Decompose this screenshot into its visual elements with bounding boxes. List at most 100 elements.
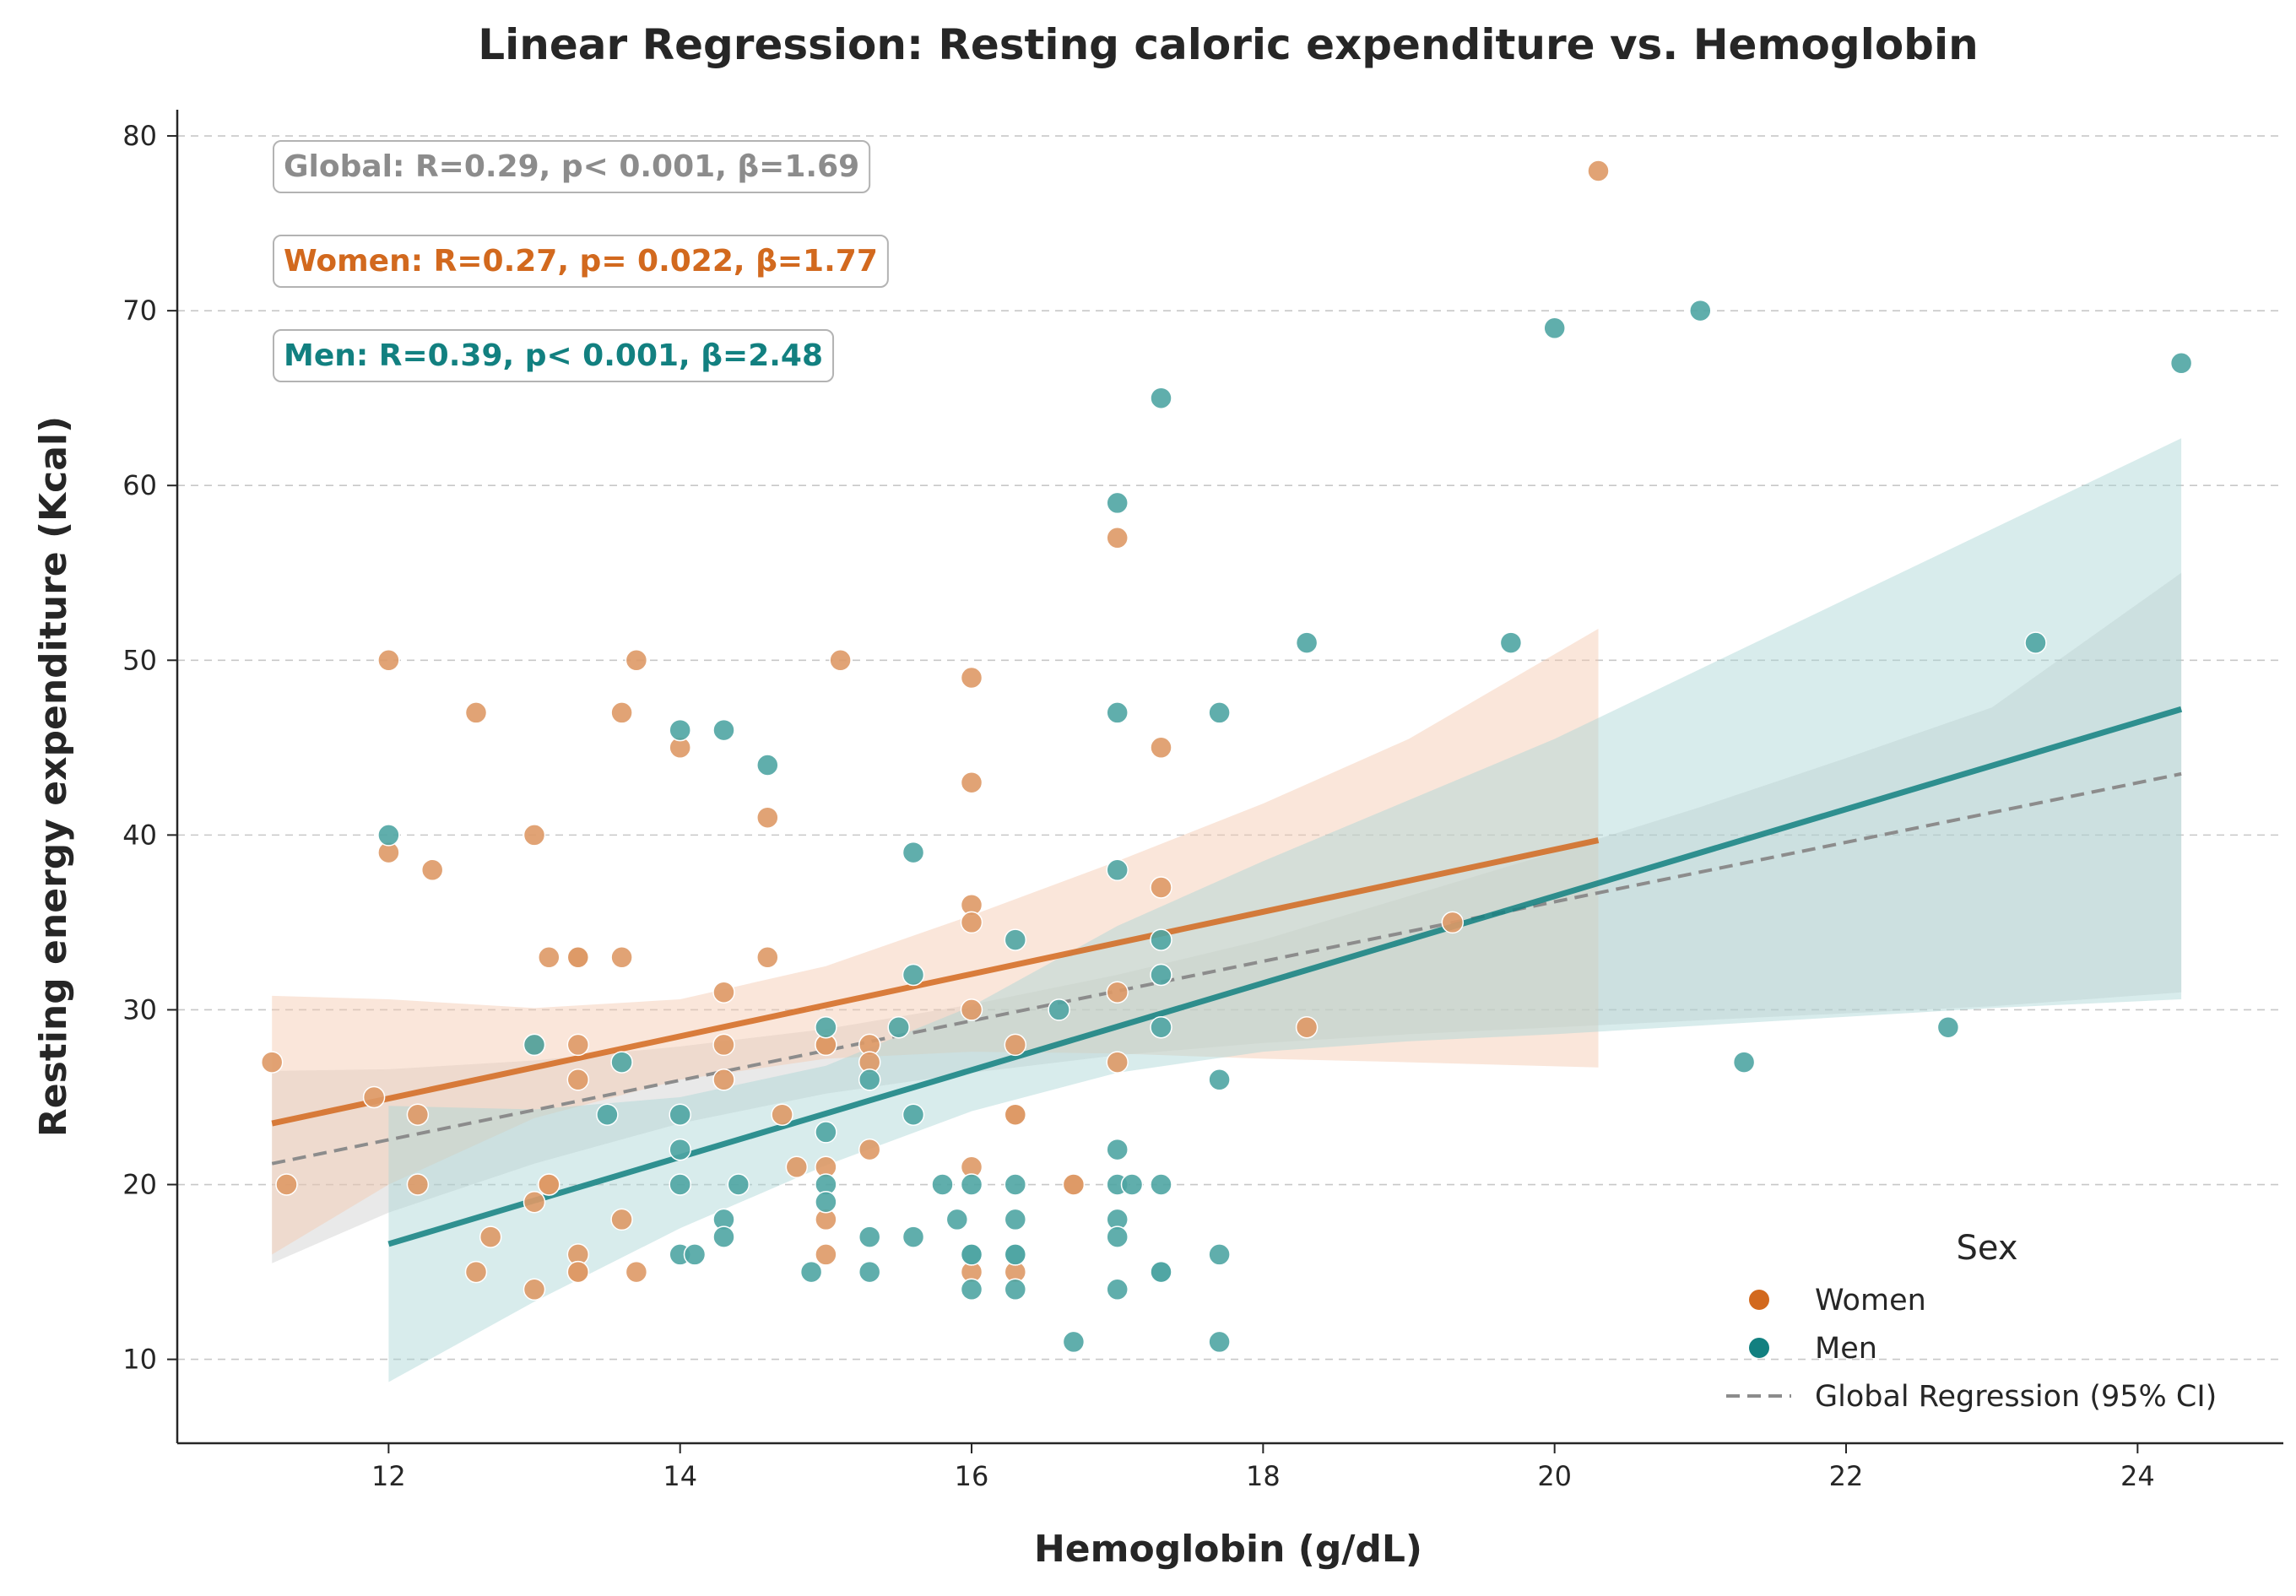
global-annotation: Global: R=0.29, p< 0.001, β=1.69 xyxy=(273,140,871,193)
men-point-57 xyxy=(1150,1260,1172,1284)
men-point-39 xyxy=(1004,1278,1027,1301)
men-point-41 xyxy=(1062,1330,1086,1354)
men-point-6 xyxy=(669,1138,691,1161)
men-point-59 xyxy=(1208,1069,1231,1091)
women-point-0 xyxy=(260,1051,284,1074)
women-point-37 xyxy=(785,1155,809,1179)
confidence-bands xyxy=(272,438,2182,1382)
x-tick-label-16: 16 xyxy=(955,1460,989,1492)
men-point-34 xyxy=(1004,928,1027,951)
men-annotation: Men: R=0.39, p< 0.001, β=2.48 xyxy=(273,329,835,382)
men-point-25 xyxy=(902,963,925,987)
women-point-13 xyxy=(523,1190,546,1214)
women-point-1 xyxy=(275,1173,298,1196)
men-annotation-box xyxy=(273,329,835,382)
men-point-49 xyxy=(1106,1278,1129,1301)
men-point-27 xyxy=(902,1225,925,1248)
men-point-32 xyxy=(960,1243,983,1266)
women-point-5 xyxy=(406,1103,430,1126)
women-point-47 xyxy=(960,666,983,690)
men-point-63 xyxy=(1499,631,1523,654)
women-point-14 xyxy=(523,1278,546,1301)
women-point-26 xyxy=(610,946,633,969)
women-point-66 xyxy=(1441,911,1465,934)
men-point-12 xyxy=(712,1225,735,1248)
women-point-3 xyxy=(377,649,400,672)
women-point-67 xyxy=(1587,160,1610,182)
women-regression-line xyxy=(271,837,1600,1127)
men-point-3 xyxy=(610,1051,633,1074)
men-point-42 xyxy=(1106,491,1129,515)
y-axis-label: Resting energy expenditure (Kcal) xyxy=(32,416,75,1137)
women-point-63 xyxy=(1150,736,1172,760)
men-point-48 xyxy=(1106,1225,1129,1248)
legend: Sex Women Men Global Regression (95% CI) xyxy=(1726,1229,2217,1414)
y-tick-label-30: 30 xyxy=(122,993,157,1025)
women-point-21 xyxy=(566,1069,590,1091)
women-annotation: Women: R=0.27, p= 0.022, β=1.77 xyxy=(273,235,889,288)
men-point-38 xyxy=(1004,1243,1027,1266)
women-point-27 xyxy=(610,1208,633,1231)
men-point-14 xyxy=(756,754,779,776)
men-point-66 xyxy=(1732,1051,1756,1074)
chart-title: Linear Regression: Resting caloric expen… xyxy=(478,20,1978,69)
legend-marker-men xyxy=(1749,1338,1769,1358)
men-point-45 xyxy=(1106,1138,1129,1161)
men-point-36 xyxy=(1004,1208,1027,1231)
women-point-20 xyxy=(566,1033,590,1057)
women-point-8 xyxy=(464,701,488,724)
men-point-0 xyxy=(377,824,400,847)
men-point-44 xyxy=(1106,858,1129,882)
x-tick-label-24: 24 xyxy=(2120,1460,2155,1492)
men-point-62 xyxy=(1295,631,1319,654)
women-point-15 xyxy=(538,946,560,969)
women-point-28 xyxy=(625,649,648,672)
men-point-22 xyxy=(858,1260,881,1284)
legend-marker-women xyxy=(1749,1290,1769,1310)
men-point-19 xyxy=(815,1190,837,1214)
women-point-48 xyxy=(960,771,983,794)
women-point-60 xyxy=(1106,527,1129,549)
men-point-20 xyxy=(858,1069,881,1091)
women-annotation-box xyxy=(273,235,889,288)
men-point-5 xyxy=(669,1103,691,1126)
global-regression-line xyxy=(271,771,2182,1166)
x-axis-label: Hemoglobin (g/dL) xyxy=(1034,1528,1422,1571)
legend-entry-1: Men xyxy=(1815,1332,1877,1366)
y-tick-label-20: 20 xyxy=(122,1169,157,1201)
women-point-11 xyxy=(523,824,546,847)
women-point-64 xyxy=(1150,876,1172,899)
men-point-13 xyxy=(727,1173,750,1196)
legend-title: Sex xyxy=(1957,1229,2018,1268)
women-point-34 xyxy=(756,806,779,829)
men-point-26 xyxy=(902,1103,925,1126)
men-point-15 xyxy=(799,1260,823,1284)
men-point-29 xyxy=(945,1208,969,1231)
women-point-50 xyxy=(960,911,983,934)
y-tick-label-80: 80 xyxy=(122,120,157,152)
data-points xyxy=(260,160,2193,1354)
women-point-65 xyxy=(1295,1015,1319,1039)
y-tick-label-60: 60 xyxy=(122,469,157,501)
men-point-55 xyxy=(1150,1173,1172,1196)
men-point-58 xyxy=(1208,701,1231,724)
women-point-25 xyxy=(610,701,633,724)
men-point-28 xyxy=(931,1173,954,1196)
men-point-16 xyxy=(815,1015,837,1039)
men-point-61 xyxy=(1208,1330,1231,1354)
men-point-67 xyxy=(1936,1015,1960,1039)
men-point-69 xyxy=(2169,352,2193,375)
men-point-40 xyxy=(1048,998,1070,1021)
men-point-30 xyxy=(960,1173,983,1196)
men-point-33 xyxy=(960,1278,983,1301)
women-point-7 xyxy=(420,858,444,882)
women-point-10 xyxy=(479,1225,502,1248)
women-point-36 xyxy=(771,1103,793,1126)
men-point-43 xyxy=(1106,701,1129,724)
men-point-60 xyxy=(1208,1243,1231,1266)
global-ci-band xyxy=(272,572,2182,1263)
y-tick-label-50: 50 xyxy=(122,644,157,676)
men-point-4 xyxy=(669,718,691,742)
men-point-51 xyxy=(1150,387,1172,409)
women-point-51 xyxy=(960,998,983,1021)
